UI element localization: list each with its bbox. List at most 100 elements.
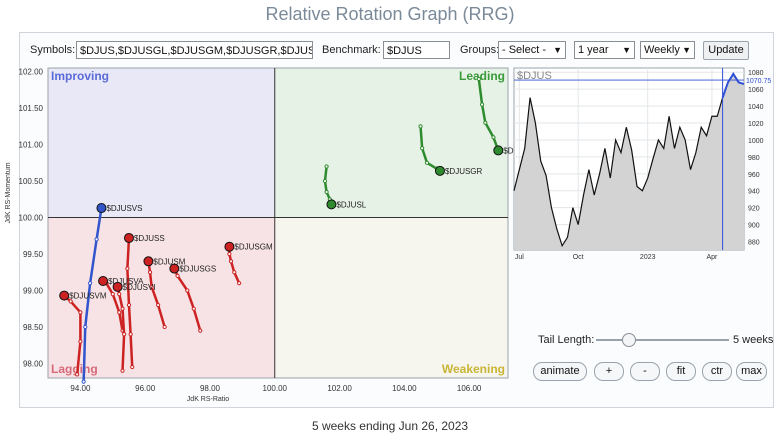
y-tick-label: 101.50: [19, 104, 44, 113]
x-tick-label: 106.00: [457, 384, 482, 393]
quadrant-label-leading: Leading: [459, 69, 505, 83]
benchmark-input[interactable]: $DJUS: [383, 41, 450, 59]
series-label: $DJUSVM: [69, 292, 107, 301]
series-tail-point: [479, 102, 485, 107]
series-tail-point: [78, 310, 83, 315]
series-label: $DJUSL: [336, 200, 366, 209]
series-head-point: [434, 165, 445, 176]
series-tail-point: [156, 302, 161, 308]
mini-y-tick-label: 1020: [748, 121, 764, 128]
animate-button[interactable]: animate: [533, 362, 587, 381]
series-tail-point: [324, 189, 329, 195]
zoom-in-button[interactable]: +: [594, 362, 624, 381]
mini-y-tick-label: 920: [748, 206, 760, 213]
mini-y-tick-label: 940: [748, 189, 760, 196]
mini-y-tick-label: 1060: [748, 87, 764, 94]
quadrant-improving: [48, 68, 275, 218]
series-tail-point: [78, 339, 83, 344]
series-head-point: [112, 281, 123, 292]
mini-y-tick-label: 1000: [748, 138, 764, 145]
zoom-out-button[interactable]: -: [630, 362, 660, 381]
max-button[interactable]: max: [736, 362, 767, 381]
tail-length-label: Tail Length:: [538, 334, 595, 346]
symbols-input[interactable]: $DJUS,$DJUSGL,$DJUSGM,$DJUSGR,$DJUSGS: [76, 41, 313, 59]
update-button[interactable]: Update: [703, 41, 749, 60]
series-head-point: [59, 290, 70, 301]
period-select[interactable]: 1 year ▼: [574, 41, 635, 59]
series-tail-point: [162, 324, 167, 330]
series-tail-point: [110, 292, 115, 297]
period-select-value: 1 year: [578, 44, 609, 56]
series-tail-point: [126, 302, 132, 308]
x-tick-label: 98.00: [200, 384, 221, 393]
series-tail-point: [130, 364, 135, 370]
series-label: $DJUSM: [153, 257, 185, 266]
series-tail-point: [83, 324, 88, 330]
series-tail-point: [175, 273, 180, 278]
frequency-select-value: Weekly: [644, 44, 680, 56]
mini-price-line: [513, 97, 724, 248]
chevron-down-icon: ▼: [553, 45, 562, 55]
series-tail-point: [88, 281, 93, 286]
y-tick-label: 99.00: [23, 286, 44, 295]
center-button[interactable]: ctr: [702, 362, 732, 381]
mini-chart-title: $DJUS: [517, 70, 552, 82]
quadrant-leading: [274, 68, 508, 218]
series-tail-point: [122, 332, 127, 337]
series-tail-point: [228, 259, 234, 264]
mini-x-tick-label: 2023: [640, 254, 656, 261]
series-head-point: [98, 275, 109, 286]
fit-button[interactable]: fit: [666, 362, 696, 381]
series-tail-point: [117, 310, 122, 315]
mini-price-line-recent: [721, 72, 745, 98]
y-tick-label: 98.00: [23, 359, 44, 368]
mini-y-tick-label: 980: [748, 155, 760, 162]
y-tick-label: 100.00: [19, 214, 44, 223]
frequency-select[interactable]: Weekly ▼: [640, 41, 695, 59]
series-tail-point: [75, 372, 80, 377]
series-head-point: [123, 232, 134, 243]
series-tail-point: [120, 368, 125, 373]
groups-label: Groups:: [460, 44, 500, 56]
y-tick-label: 99.50: [23, 250, 44, 259]
mini-y-tick-label: 1080: [748, 70, 764, 77]
page-title: Relative Rotation Graph (RRG): [265, 4, 515, 24]
groups-select[interactable]: - Select - ▼: [498, 41, 566, 59]
y-tick-label: 98.50: [23, 323, 44, 332]
series-tail-point: [125, 266, 130, 271]
series-label: $DJUSS: [134, 234, 165, 243]
x-tick-label: 104.00: [392, 384, 417, 393]
tail-length-slider[interactable]: [596, 339, 729, 341]
y-tick-label: 100.50: [19, 177, 44, 186]
series-label: $DJUSVS: [106, 204, 142, 213]
series-head-point: [326, 199, 337, 210]
series-tail-point: [420, 146, 425, 151]
mini-area-fill: [514, 73, 744, 250]
series-label: $DJUSVI: [123, 283, 156, 292]
tail-length-value: 5 weeks: [733, 334, 774, 346]
series-head-point: [143, 256, 154, 267]
series-tail-point: [491, 135, 496, 140]
x-tick-label: 96.00: [135, 384, 156, 393]
tail-length-slider-handle[interactable]: [622, 333, 637, 347]
series-label: $DJUSVA: [108, 277, 144, 286]
series-tail-point: [185, 288, 190, 293]
chevron-down-icon: ▼: [622, 45, 631, 55]
series-head-point: [169, 263, 180, 274]
mini-y-tick-label: 1040: [748, 104, 764, 111]
series-tail-point: [237, 281, 242, 286]
series-tail-point: [322, 178, 328, 184]
series-tail-point: [198, 328, 203, 333]
y-tick-label: 101.00: [19, 141, 44, 150]
series-tail-point: [324, 164, 329, 169]
x-tick-label: 94.00: [70, 384, 91, 393]
series-head-point: [493, 145, 504, 156]
series-tail-point: [232, 270, 237, 275]
mini-x-tick-label: Jul: [515, 254, 524, 261]
series-tail-point: [128, 332, 133, 337]
series-tail-point: [81, 379, 86, 384]
x-tick-label: 100.00: [263, 384, 288, 393]
mini-y-tick-label: 880: [748, 240, 760, 247]
toolbar: Symbols: $DJUS,$DJUSGL,$DJUSGM,$DJUSGR,$…: [24, 40, 764, 62]
